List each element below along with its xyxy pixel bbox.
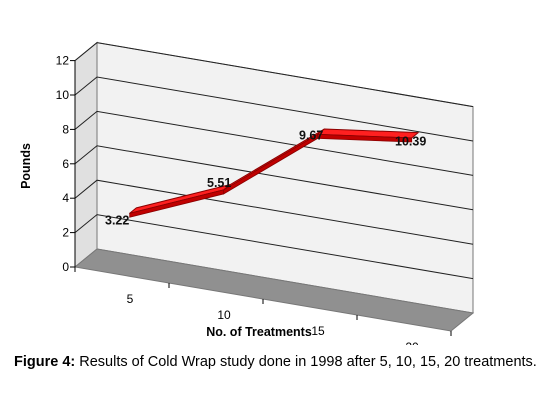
y-tick-label: 6 <box>62 157 69 171</box>
data-label: 5.51 <box>207 176 231 190</box>
y-tick-label: 2 <box>62 226 69 240</box>
gridline <box>74 110 474 176</box>
gridlines <box>74 42 474 280</box>
data-label: 3.22 <box>105 214 129 228</box>
chart-svg: 0 2 4 6 8 10 12 5 10 15 20 Pounds No. of Treatments 3… <box>19 41 475 345</box>
figure-label: Figure 4: <box>14 354 76 370</box>
gridline <box>74 179 474 245</box>
figure-caption: Figure 4: Results of Cold Wrap study don… <box>14 353 544 372</box>
figure-text: Results of Cold Wrap study done in 1998 … <box>75 354 537 370</box>
x-tick-label: 20 <box>405 340 419 345</box>
axes <box>70 60 452 336</box>
y-tick-label: 12 <box>56 54 70 68</box>
labels: 0 2 4 6 8 10 12 5 10 15 20 Pounds No. of Treatments 3… <box>19 54 426 345</box>
data-label: 9.67 <box>299 129 323 143</box>
x-axis-title: No. of Treatments <box>206 325 312 339</box>
y-axis-title: Pounds <box>19 143 33 189</box>
chart-floor <box>73 248 475 332</box>
gridline <box>74 214 474 280</box>
x-tick-label: 15 <box>311 324 325 338</box>
x-tick-label: 10 <box>217 308 231 322</box>
data-label: 10.39 <box>395 134 426 148</box>
gridline <box>74 145 474 211</box>
data-ribbon <box>129 128 419 218</box>
y-tick-label: 8 <box>62 122 69 136</box>
y-tick-label: 4 <box>62 191 69 205</box>
gridline <box>74 76 474 142</box>
chart-area: 0 2 4 6 8 10 12 5 10 15 20 Pounds No. of Treatments 3… <box>19 41 475 345</box>
gridline <box>74 42 474 108</box>
y-tick-label: 0 <box>62 260 69 274</box>
y-tick-label: 10 <box>56 88 70 102</box>
ribbon-edge <box>317 133 413 143</box>
x-tick-label: 5 <box>127 292 134 306</box>
